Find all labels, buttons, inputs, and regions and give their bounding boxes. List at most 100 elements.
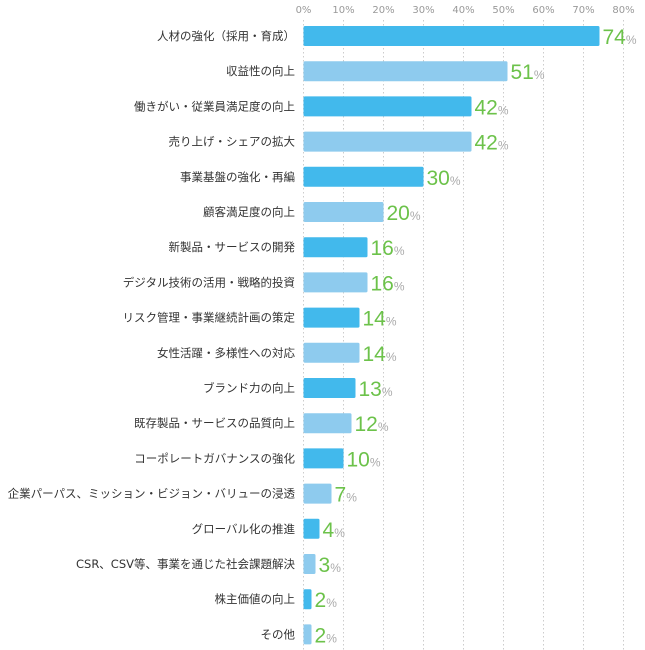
value-number: 10 (347, 448, 370, 471)
category-label: 株主価値の向上 (215, 592, 296, 606)
bar-row: 事業基盤の強化・再編 30% (180, 166, 461, 190)
value-label: 14% (363, 308, 397, 331)
bar (303, 413, 352, 434)
percent-sign: % (534, 68, 545, 82)
percent-sign: % (334, 526, 345, 540)
bar (303, 272, 368, 293)
percent-sign: % (394, 279, 405, 293)
bar (303, 26, 600, 46)
bar (303, 518, 320, 539)
category-label: 顧客満足度の向上 (203, 205, 295, 219)
value-label: 42% (475, 96, 509, 119)
value-number: 2 (315, 589, 327, 612)
value-number: 74 (603, 26, 627, 49)
value-number: 30 (427, 167, 450, 190)
category-label: デジタル技術の活用・戦略的投資 (123, 275, 295, 289)
percent-sign: % (326, 596, 337, 610)
percent-sign: % (370, 455, 381, 469)
value-label: 2% (315, 589, 338, 612)
value-label: 2% (315, 624, 338, 647)
bar-row: コーポレートガバナンスの強化 10% (134, 448, 381, 471)
bar (303, 589, 312, 610)
value-number: 51 (511, 61, 534, 84)
tick-label: 0% (296, 5, 312, 16)
category-label: 事業基盤の強化・再編 (180, 170, 295, 184)
percent-sign: % (326, 631, 337, 645)
bar-row: CSR、CSV等、事業を通じた社会課題解決 3% (76, 554, 341, 577)
percent-sign: % (382, 385, 393, 399)
value-number: 16 (371, 272, 394, 295)
tick-label: 30% (412, 5, 434, 16)
percent-sign: % (450, 174, 461, 188)
tick-label: 50% (492, 5, 514, 16)
tick-label: 80% (612, 5, 634, 16)
value-number: 42 (475, 96, 498, 119)
bar-row: 女性活躍・多様性への対応 14% (157, 342, 397, 366)
value-label: 3% (319, 554, 342, 577)
bar-row: リスク管理・事業継続計画の策定 14% (123, 307, 397, 331)
bar (303, 342, 360, 363)
category-label: 収益性の向上 (226, 64, 295, 78)
category-label: ブランド力の向上 (203, 381, 295, 395)
value-number: 3 (319, 554, 331, 577)
category-label: 企業パーパス、ミッション・ビジョン・バリューの浸透 (8, 487, 296, 501)
category-label: 人材の強化（採用・育成） (157, 29, 295, 43)
bar (303, 554, 316, 574)
category-label: グローバル化の推進 (192, 522, 296, 536)
percent-sign: % (386, 315, 397, 329)
category-label: 売り上げ・シェアの拡大 (169, 135, 296, 149)
bar (303, 61, 508, 82)
percent-sign: % (378, 420, 389, 434)
bar-row: 人材の強化（採用・育成） 74% (157, 26, 637, 49)
bar (303, 237, 368, 258)
value-number: 42 (475, 132, 498, 155)
bar-row: 働きがい・従業員満足度の向上 42% (134, 96, 509, 119)
bar (303, 378, 356, 398)
category-label: 新製品・サービスの開発 (169, 240, 296, 254)
category-label: リスク管理・事業継続計画の策定 (123, 311, 296, 325)
value-label: 13% (359, 378, 393, 401)
value-number: 12 (355, 413, 378, 436)
value-label: 10% (347, 448, 381, 471)
bar-row: 売り上げ・シェアの拡大 42% (169, 131, 509, 155)
bar (303, 307, 360, 328)
value-number: 14 (363, 308, 387, 331)
value-number: 20 (387, 202, 410, 225)
bar-row: 顧客満足度の向上 20% (203, 202, 421, 225)
value-label: 4% (323, 519, 346, 542)
bar-row: グローバル化の推進 4% (192, 518, 346, 542)
value-label: 7% (335, 484, 358, 507)
bar (303, 624, 312, 645)
value-number: 4 (323, 519, 335, 542)
x-axis-ticks: 0% 10% 20% 30% 40% 50% 60% 70% 80% (296, 5, 635, 16)
value-label: 14% (363, 343, 397, 366)
category-label: 女性活躍・多様性への対応 (157, 346, 295, 360)
tick-label: 20% (372, 5, 394, 16)
bar-row: その他 2% (261, 624, 338, 647)
category-label: コーポレートガバナンスの強化 (134, 451, 295, 465)
bar (303, 483, 332, 504)
bars: 人材の強化（採用・育成） 74%収益性の向上 51%働きがい・従業員満足度の向上 42… (8, 26, 637, 647)
category-label: 既存製品・サービスの品質向上 (134, 416, 295, 430)
value-number: 13 (359, 378, 382, 401)
bar-row: ブランド力の向上 13% (203, 378, 393, 401)
value-label: 20% (387, 202, 421, 225)
bar-row: 新製品・サービスの開発 16% (169, 237, 405, 260)
category-label: CSR、CSV等、事業を通じた社会課題解決 (76, 557, 296, 571)
bar-row: 企業パーパス、ミッション・ビジョン・バリューの浸透 7% (8, 483, 358, 507)
bar (303, 448, 344, 469)
value-number: 2 (315, 624, 327, 647)
value-number: 16 (371, 237, 394, 260)
tick-label: 10% (332, 5, 354, 16)
value-label: 42% (475, 132, 509, 155)
percent-sign: % (498, 103, 509, 117)
percent-sign: % (410, 209, 421, 223)
tick-label: 40% (452, 5, 474, 16)
percent-sign: % (386, 350, 397, 364)
value-label: 30% (427, 167, 461, 190)
bar-row: 収益性の向上 51% (226, 61, 545, 84)
percent-sign: % (626, 33, 637, 47)
percent-sign: % (394, 244, 405, 258)
bar-row: 株主価値の向上 2% (215, 589, 338, 612)
